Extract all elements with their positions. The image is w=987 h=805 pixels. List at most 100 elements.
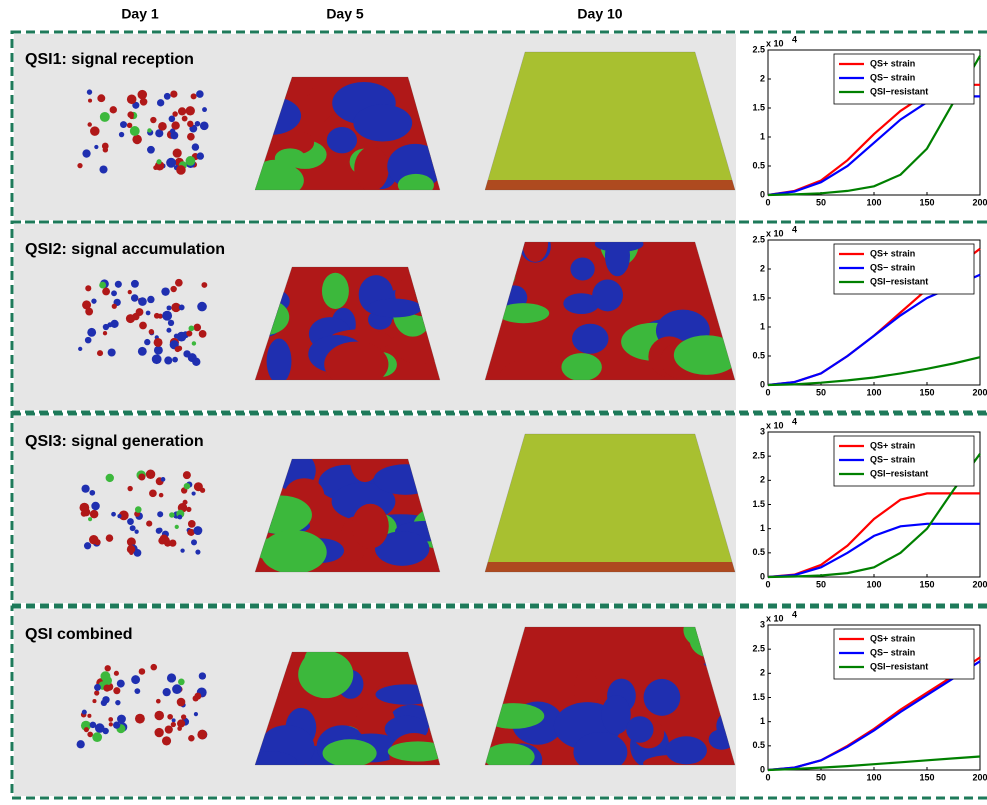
y-multiplier: x 10 <box>766 38 784 48</box>
biofilm-patch <box>626 716 653 743</box>
cell-cluster <box>117 514 121 518</box>
biofilm-patch <box>592 279 623 311</box>
cell-cluster <box>87 122 91 126</box>
cell-cluster <box>130 525 136 531</box>
cell-cluster <box>146 470 155 479</box>
x-tick-label: 50 <box>816 772 826 782</box>
cell-cluster <box>186 106 195 115</box>
cell-cluster <box>134 530 138 534</box>
cell-cluster <box>90 510 98 518</box>
cell-cluster <box>182 116 188 122</box>
cell-cluster <box>166 328 171 333</box>
x-tick-label: 0 <box>765 579 770 589</box>
cell-cluster <box>194 482 203 491</box>
cell-cluster <box>157 511 163 517</box>
legend-label: QSI−resistant <box>870 468 928 478</box>
cell-cluster <box>177 515 182 520</box>
y-tick-label: 0.5 <box>752 160 765 170</box>
cell-cluster <box>105 665 111 671</box>
cell-cluster <box>154 346 163 355</box>
y-multiplier: x 10 <box>766 228 784 238</box>
cell-cluster <box>150 117 156 123</box>
cell-cluster <box>171 121 179 129</box>
cell-cluster <box>176 165 186 175</box>
cell-cluster <box>163 688 171 696</box>
cell-cluster <box>194 693 201 700</box>
cell-cluster <box>132 135 142 145</box>
cell-cluster <box>172 357 178 363</box>
y-tick-label: 1.5 <box>752 499 765 509</box>
legend-label: QSI−resistant <box>870 661 928 671</box>
biofilm-patch <box>644 679 681 716</box>
cell-cluster <box>192 358 200 366</box>
cell-cluster <box>111 512 116 517</box>
panel: QSI3: signal generation00.511.522.530501… <box>12 414 987 605</box>
y-tick-label: 0 <box>760 571 765 581</box>
x-tick-label: 150 <box>919 387 934 397</box>
cell-cluster <box>146 311 151 316</box>
cell-cluster <box>103 684 110 691</box>
cell-cluster <box>106 474 114 482</box>
cell-cluster <box>102 288 110 296</box>
y-tick-label: 2 <box>760 73 765 83</box>
cell-cluster <box>193 526 202 535</box>
cell-cluster <box>154 313 160 319</box>
cell-cluster <box>189 326 195 332</box>
x-tick-label: 150 <box>919 579 934 589</box>
cell-cluster <box>131 675 140 684</box>
x-tick-label: 200 <box>972 387 987 397</box>
cell-cluster <box>115 281 122 288</box>
biofilm-base-strip <box>485 180 735 190</box>
cell-cluster <box>134 688 140 694</box>
row-title: QSI1: signal reception <box>25 51 194 68</box>
cell-cluster <box>135 714 145 724</box>
cell-cluster <box>102 143 109 150</box>
cell-cluster <box>152 354 162 364</box>
cell-cluster <box>195 549 200 554</box>
y-tick-label: 2 <box>760 668 765 678</box>
cell-cluster <box>87 89 92 94</box>
biofilm-patch <box>327 127 357 153</box>
biofilm-patch <box>367 299 422 318</box>
cell-cluster <box>202 107 207 112</box>
cell-cluster <box>92 732 102 742</box>
row-title: QSI combined <box>25 626 133 643</box>
cell-cluster <box>82 710 87 715</box>
cell-cluster <box>135 506 142 513</box>
cell-cluster <box>100 112 110 122</box>
y-tick-label: 2.5 <box>752 644 765 654</box>
cell-cluster <box>138 347 147 356</box>
cell-cluster <box>167 714 173 720</box>
legend-label: QS+ strain <box>870 248 915 258</box>
cell-cluster <box>77 163 82 168</box>
x-tick-label: 150 <box>919 772 934 782</box>
figure: Day 1Day 5Day 10QSI1: signal reception00… <box>0 0 987 800</box>
legend-label: QS− strain <box>870 454 915 464</box>
cell-cluster <box>127 95 137 105</box>
cell-cluster <box>192 143 199 150</box>
cell-cluster <box>91 502 100 511</box>
cell-cluster <box>95 723 105 733</box>
y-multiplier: x 10 <box>766 420 784 430</box>
cell-cluster <box>171 722 176 727</box>
y-tick-label: 0 <box>760 379 765 389</box>
cell-cluster <box>183 471 191 479</box>
cell-cluster <box>154 338 163 347</box>
x-tick-label: 100 <box>866 197 881 207</box>
cell-cluster <box>113 722 120 729</box>
cell-cluster <box>119 132 124 137</box>
cell-cluster <box>156 699 161 704</box>
cell-cluster <box>113 687 120 694</box>
cell-cluster <box>114 671 119 676</box>
column-header: Day 5 <box>326 6 364 22</box>
cell-cluster <box>130 115 134 119</box>
cell-cluster <box>164 93 171 100</box>
cell-cluster <box>81 510 87 516</box>
cell-cluster <box>88 517 92 521</box>
x-tick-label: 50 <box>816 579 826 589</box>
cell-cluster <box>78 347 82 351</box>
biofilm-patch <box>354 146 389 191</box>
cell-cluster <box>169 116 176 123</box>
cell-cluster <box>165 725 173 733</box>
